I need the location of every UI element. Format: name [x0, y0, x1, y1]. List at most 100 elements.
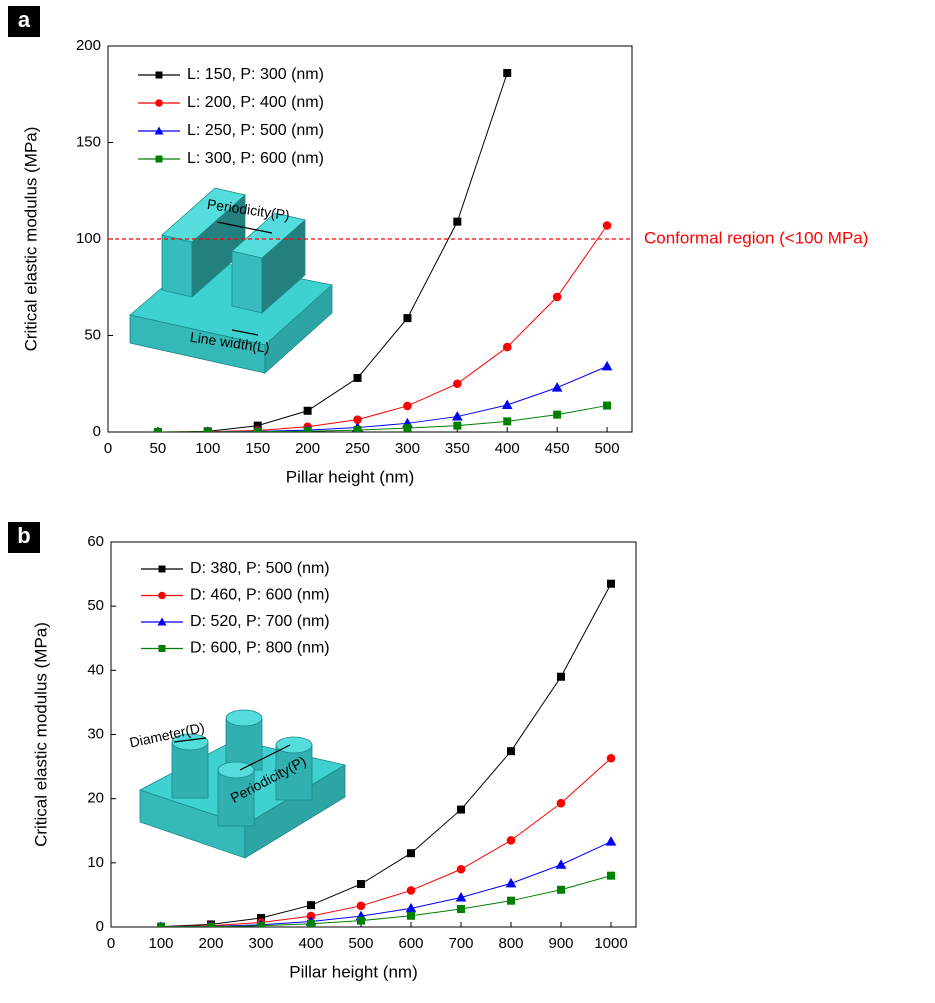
- marker: [407, 911, 415, 920]
- series-line: [157, 405, 608, 432]
- marker: [501, 399, 513, 409]
- x-tick-label: 300: [248, 935, 273, 952]
- marker: [503, 417, 512, 426]
- marker: [406, 886, 416, 895]
- panel-label-box: [8, 522, 40, 553]
- marker: [353, 426, 362, 432]
- marker: [603, 401, 612, 410]
- x-tick-label: 800: [498, 935, 523, 952]
- marker: [357, 880, 365, 889]
- x-tick-label: 200: [198, 935, 223, 952]
- series-line: [160, 841, 612, 927]
- legend-label: D: 380, P: 500 (nm): [190, 560, 330, 577]
- y-axis-title: Critical elastic modulus (MPa): [21, 127, 40, 352]
- series-line: [157, 72, 508, 432]
- x-tick-label: 250: [345, 440, 370, 457]
- x-axis-title: Pillar height (nm): [289, 962, 418, 981]
- marker: [303, 427, 312, 432]
- x-tick-label: 50: [150, 440, 167, 457]
- series-line: [157, 365, 608, 432]
- legend-label: L: 150, P: 300 (nm): [187, 66, 324, 83]
- legend-label: D: 460, P: 600 (nm): [190, 587, 330, 604]
- marker: [552, 292, 562, 302]
- marker: [303, 406, 312, 415]
- marker: [457, 805, 465, 814]
- y-tick-label: 10: [87, 854, 104, 871]
- marker: [403, 424, 412, 432]
- marker: [606, 753, 616, 763]
- x-tick-label: 200: [295, 440, 320, 457]
- legend-label: L: 250, P: 500 (nm): [187, 122, 324, 139]
- legend-marker: [158, 645, 166, 652]
- x-tick-label: 150: [245, 440, 270, 457]
- inset-lines: [129, 187, 333, 374]
- x-tick-label: 100: [148, 935, 173, 952]
- marker: [453, 421, 462, 430]
- marker: [451, 411, 463, 421]
- x-tick-label: 700: [448, 935, 473, 952]
- plot-frame: [110, 541, 637, 928]
- marker: [505, 877, 517, 888]
- marker: [555, 859, 567, 869]
- marker: [453, 379, 462, 389]
- series-line: [160, 875, 612, 927]
- marker: [502, 342, 512, 352]
- x-tick-label: 1000: [594, 935, 627, 952]
- x-tick-label: 400: [495, 440, 520, 457]
- marker: [557, 885, 565, 894]
- legend-marker: [158, 591, 166, 600]
- legend-marker: [154, 126, 164, 135]
- series-line: [160, 757, 612, 927]
- y-tick-label: 0: [93, 423, 101, 440]
- panel-label: a: [18, 7, 31, 32]
- marker: [357, 916, 365, 925]
- y-tick-label: 30: [87, 725, 104, 742]
- x-tick-label: 400: [298, 935, 323, 952]
- y-tick-label: 20: [87, 790, 104, 807]
- legend-label: D: 600, P: 800 (nm): [190, 640, 330, 657]
- legend-label: L: 200, P: 400 (nm): [187, 94, 324, 111]
- marker: [601, 360, 613, 371]
- marker: [605, 836, 617, 846]
- marker: [153, 428, 162, 432]
- inset-arrows: [173, 737, 291, 771]
- plot-area: [108, 69, 632, 432]
- marker: [203, 428, 212, 432]
- marker: [503, 69, 512, 78]
- x-tick-label: 900: [548, 935, 573, 952]
- x-tick-label: 0: [107, 935, 115, 952]
- marker: [257, 921, 265, 927]
- series-line: [160, 583, 612, 927]
- y-tick-label: 150: [76, 133, 101, 150]
- marker: [157, 922, 165, 927]
- marker: [607, 579, 615, 588]
- y-tick-label: 50: [84, 326, 101, 343]
- legend-marker: [155, 99, 163, 107]
- y-tick-label: 40: [87, 661, 104, 678]
- x-tick-label: 0: [104, 440, 112, 457]
- panel-label: b: [17, 523, 30, 548]
- y-tick-label: 200: [76, 37, 101, 54]
- legend-marker: [155, 155, 163, 163]
- marker: [557, 672, 565, 681]
- marker: [307, 901, 315, 910]
- y-tick-label: 100: [76, 230, 101, 247]
- marker: [607, 871, 615, 880]
- x-tick-label: 350: [445, 440, 470, 457]
- x-axis-title: Pillar height (nm): [286, 467, 415, 486]
- marker: [403, 401, 412, 411]
- reference-label: Conformal region (<100 MPa): [644, 228, 868, 247]
- marker: [403, 314, 412, 323]
- marker: [453, 217, 462, 226]
- legend-label: D: 520, P: 700 (nm): [190, 613, 330, 630]
- marker: [207, 922, 215, 927]
- marker: [407, 849, 415, 858]
- plot-area: [156, 579, 617, 927]
- inset-shapes: [138, 709, 347, 859]
- legend-label: L: 300, P: 600 (nm): [187, 150, 324, 167]
- marker: [507, 896, 515, 905]
- marker: [553, 410, 562, 419]
- legend-marker: [157, 617, 167, 626]
- x-tick-label: 450: [545, 440, 570, 457]
